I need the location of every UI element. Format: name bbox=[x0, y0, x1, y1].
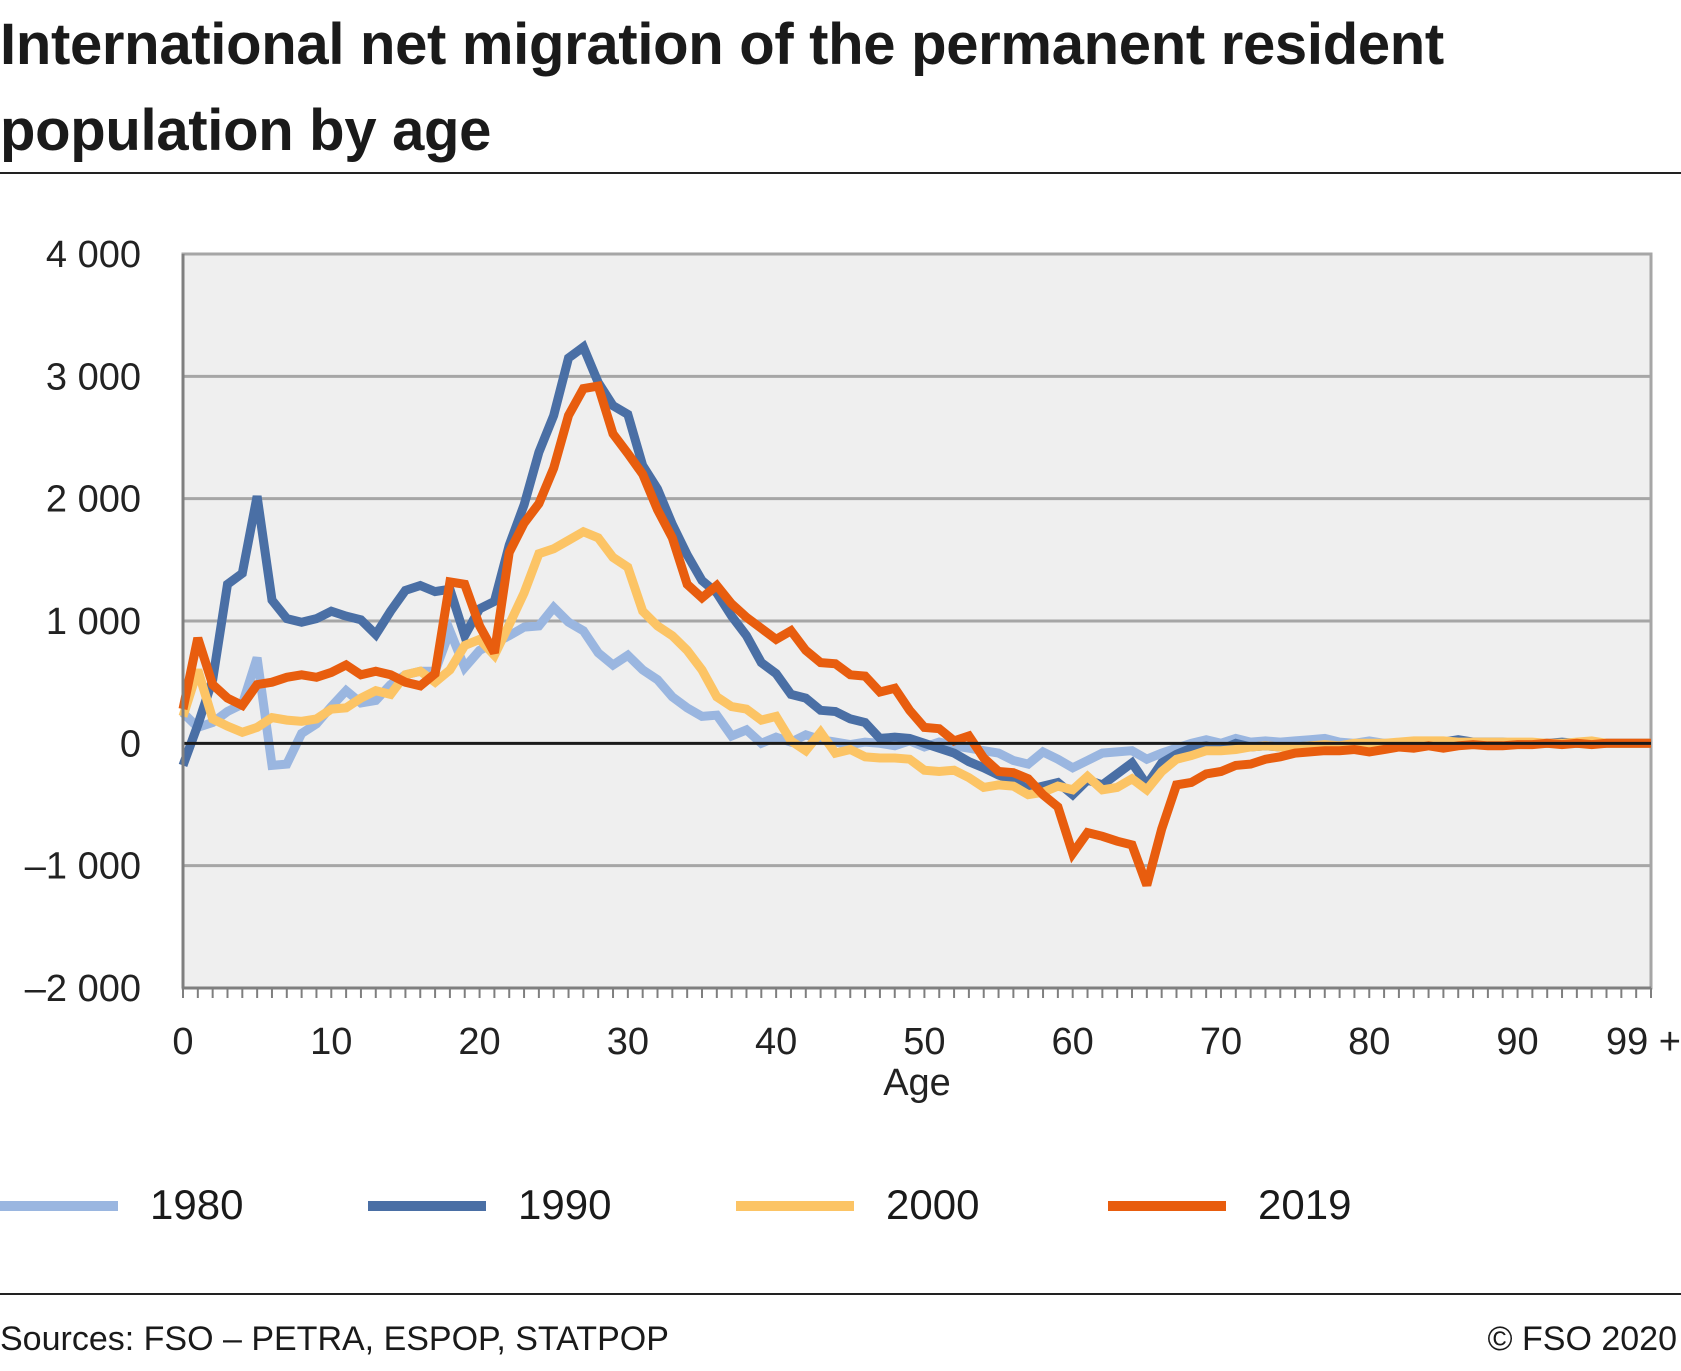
legend: 1980 1990 2000 2019 bbox=[0, 1175, 1681, 1235]
legend-label: 2019 bbox=[1258, 1181, 1352, 1228]
x-axis-label: Age bbox=[883, 1062, 951, 1104]
line-chart: 4 000 3 000 2 000 1 000 0 –1 000 –2 000 0 10 20 3… bbox=[25, 234, 1681, 1104]
y-axis-tick-labels: 4 000 3 000 2 000 1 000 0 –1 000 –2 000 bbox=[25, 234, 141, 1010]
x-tick-label: 99 + bbox=[1606, 1021, 1681, 1063]
series-line-2019 bbox=[178, 381, 1651, 887]
copyright-note: © FSO 2020 bbox=[1487, 1320, 1677, 1358]
x-tick-label: 30 bbox=[607, 1021, 649, 1063]
y-tick-label: 2 000 bbox=[46, 479, 141, 521]
x-tick-label: 70 bbox=[1200, 1021, 1242, 1063]
x-tick-label: 50 bbox=[903, 1021, 945, 1063]
y-tick-label: 3 000 bbox=[46, 356, 141, 398]
x-tick-label: 0 bbox=[172, 1021, 193, 1063]
legend-label: 1980 bbox=[150, 1181, 244, 1228]
x-tick-label: 90 bbox=[1496, 1021, 1538, 1063]
y-tick-label: 0 bbox=[120, 723, 141, 765]
sources-note: Sources: FSO – PETRA, ESPOP, STATPOP bbox=[0, 1320, 669, 1358]
top-rule bbox=[0, 172, 1681, 174]
legend-label: 2000 bbox=[886, 1181, 980, 1228]
x-tick-label: 40 bbox=[755, 1021, 797, 1063]
y-tick-label: –2 000 bbox=[25, 968, 141, 1010]
y-tick-label: 4 000 bbox=[46, 234, 141, 276]
legend-swatch bbox=[1108, 1201, 1226, 1211]
x-axis-tick-labels: 0 10 20 30 40 50 60 70 80 90 99 + bbox=[172, 1021, 1681, 1063]
legend-swatch bbox=[736, 1201, 854, 1211]
bottom-rule bbox=[0, 1293, 1681, 1295]
legend-swatch bbox=[0, 1201, 118, 1211]
x-tick-label: 20 bbox=[458, 1021, 500, 1063]
y-tick-label: –1 000 bbox=[25, 846, 141, 888]
chart-title: International net migration of the perma… bbox=[0, 12, 1444, 163]
gridlines bbox=[183, 252, 1651, 868]
x-tick-label: 80 bbox=[1348, 1021, 1390, 1063]
legend-label: 1990 bbox=[518, 1181, 612, 1228]
y-tick-label: 1 000 bbox=[46, 601, 141, 643]
x-tick-label: 10 bbox=[310, 1021, 352, 1063]
x-tick-label: 60 bbox=[1052, 1021, 1094, 1063]
legend-swatch bbox=[368, 1201, 486, 1211]
axes bbox=[181, 254, 1652, 998]
